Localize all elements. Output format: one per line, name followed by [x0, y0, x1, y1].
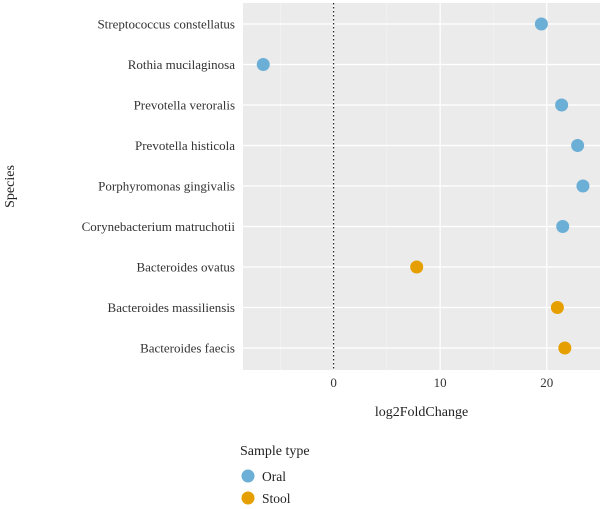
legend-item-stool: Stool	[241, 491, 291, 506]
x-tick-label: 20	[540, 375, 553, 390]
x-axis-title: log2FoldChange	[375, 405, 468, 420]
legend-label: Stool	[262, 491, 291, 506]
legend-title: Sample type	[240, 444, 310, 459]
data-point-oral	[576, 179, 590, 193]
legend-label: Oral	[262, 469, 286, 484]
data-point-stool	[550, 301, 564, 314]
legend: Sample type Oral Stool	[240, 444, 310, 506]
y-tick-label: Porphyromonas gingivalis	[98, 179, 235, 194]
data-points	[256, 17, 590, 355]
data-point-oral	[556, 220, 570, 233]
legend-swatch	[241, 491, 255, 505]
y-tick-label: Bacteroides faecis	[140, 341, 235, 356]
y-tick-label: Rothia mucilaginosa	[128, 57, 235, 72]
y-tick-label: Bacteroides massiliensis	[108, 300, 235, 315]
y-axis-title: Species	[3, 165, 18, 208]
x-tick-label: 0	[330, 375, 337, 390]
x-tick-label: 10	[434, 375, 447, 390]
legend-item-oral: Oral	[241, 469, 286, 484]
y-tick-label: Streptococcus constellatus	[97, 17, 235, 32]
legend-swatch	[241, 469, 255, 483]
x-axis-tick-labels: 0 10 20	[330, 375, 553, 390]
y-tick-label: Corynebacterium matruchotii	[82, 219, 236, 234]
data-point-stool	[558, 341, 572, 355]
data-point-stool	[410, 260, 424, 274]
data-point-oral	[256, 58, 270, 71]
y-axis-tick-labels: Streptococcus constellatus Rothia mucilag…	[82, 17, 236, 356]
legend-items: Oral Stool	[241, 469, 291, 506]
data-point-oral	[555, 98, 569, 112]
y-tick-label: Prevotella veroralis	[134, 98, 235, 113]
data-point-oral	[534, 17, 548, 31]
y-tick-label: Prevotella histicola	[135, 138, 235, 153]
data-point-oral	[571, 139, 585, 152]
y-tick-label: Bacteroides ovatus	[136, 260, 235, 275]
